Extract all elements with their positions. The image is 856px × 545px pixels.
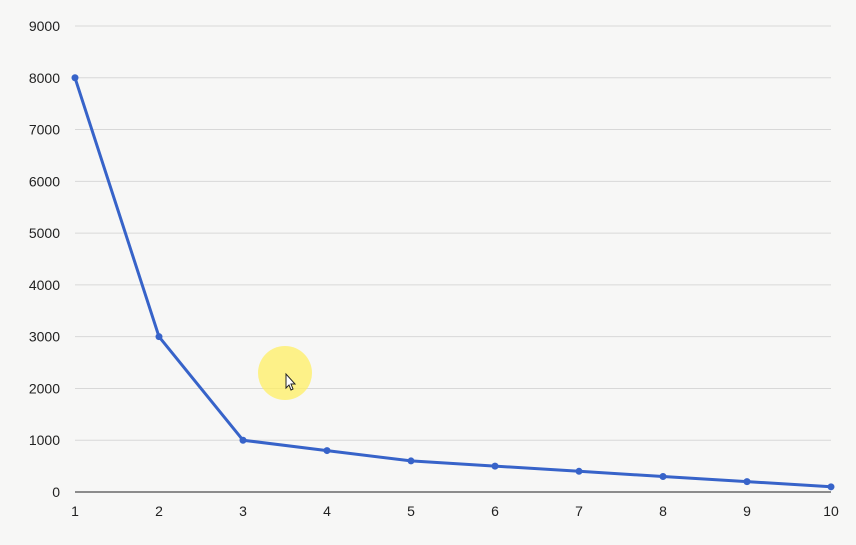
gridlines (75, 25, 831, 493)
data-point (491, 462, 499, 470)
x-tick-label: 8 (659, 503, 667, 519)
x-tick-label: 6 (491, 503, 499, 519)
x-tick-label: 1 (71, 503, 79, 519)
y-tick-labels: 0 1000 2000 3000 4000 5000 6000 7000 8000 9000 (29, 18, 60, 500)
y-tick-label: 2000 (29, 380, 60, 396)
x-tick-label: 2 (155, 503, 163, 519)
x-tick-label: 5 (407, 503, 415, 519)
x-tick-label: 4 (323, 503, 331, 519)
y-tick-label: 8000 (29, 70, 60, 86)
data-point (743, 478, 751, 486)
y-tick-label: 1000 (29, 432, 60, 448)
x-tick-label: 7 (575, 503, 583, 519)
x-tick-label: 9 (743, 503, 751, 519)
y-tick-label: 0 (52, 484, 60, 500)
cursor-highlight (258, 346, 312, 400)
x-tick-labels: 1 2 3 4 5 6 7 8 9 10 (71, 503, 839, 519)
mouse-pointer-icon (285, 372, 297, 391)
y-tick-label: 7000 (29, 122, 60, 138)
y-tick-label: 3000 (29, 329, 60, 345)
data-point (407, 457, 415, 465)
data-point (71, 74, 79, 82)
data-point (659, 472, 667, 480)
y-tick-label: 5000 (29, 225, 60, 241)
series-line-0 (73, 76, 833, 489)
x-tick-label: 10 (823, 503, 839, 519)
data-point (239, 436, 247, 444)
series-layer (71, 74, 835, 491)
cursor-overlay (258, 346, 312, 400)
data-point (827, 483, 835, 491)
x-tick-label: 3 (239, 503, 247, 519)
y-tick-label: 6000 (29, 173, 60, 189)
y-tick-label: 4000 (29, 277, 60, 293)
data-point (575, 467, 583, 475)
data-point (323, 447, 331, 455)
data-point (155, 333, 163, 341)
y-tick-label: 9000 (29, 18, 60, 34)
